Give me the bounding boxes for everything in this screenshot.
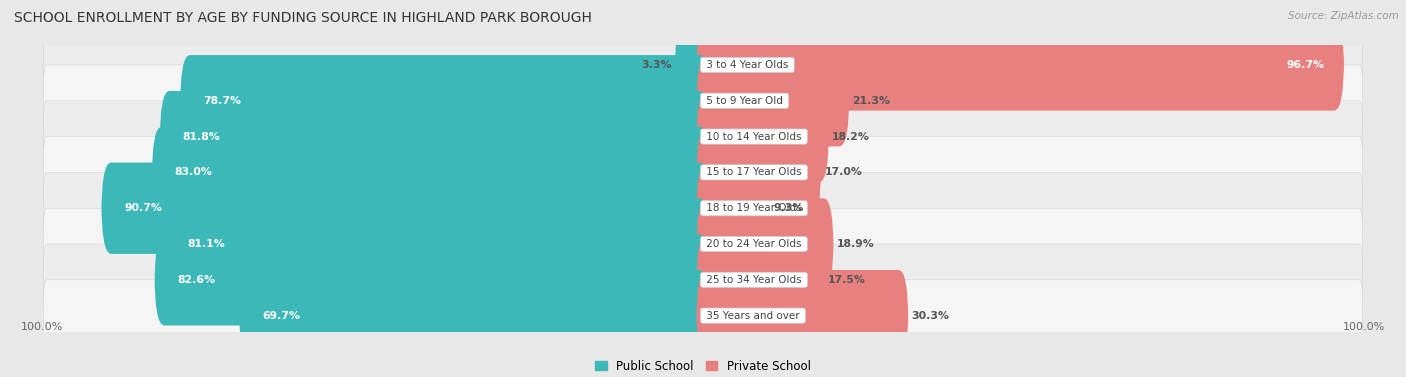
Text: 21.3%: 21.3% <box>852 96 890 106</box>
FancyBboxPatch shape <box>44 65 1362 136</box>
FancyBboxPatch shape <box>696 162 770 254</box>
Text: 18 to 19 Year Olds: 18 to 19 Year Olds <box>703 203 804 213</box>
FancyBboxPatch shape <box>696 19 1344 110</box>
Text: 25 to 34 Year Olds: 25 to 34 Year Olds <box>703 275 804 285</box>
FancyBboxPatch shape <box>696 55 849 146</box>
FancyBboxPatch shape <box>696 91 830 182</box>
Text: 18.2%: 18.2% <box>832 132 870 142</box>
FancyBboxPatch shape <box>239 270 710 361</box>
Text: 78.7%: 78.7% <box>202 96 240 106</box>
Text: SCHOOL ENROLLMENT BY AGE BY FUNDING SOURCE IN HIGHLAND PARK BOROUGH: SCHOOL ENROLLMENT BY AGE BY FUNDING SOUR… <box>14 11 592 25</box>
Text: 81.1%: 81.1% <box>187 239 225 249</box>
FancyBboxPatch shape <box>165 198 710 290</box>
Text: 90.7%: 90.7% <box>124 203 162 213</box>
Text: 100.0%: 100.0% <box>1343 322 1385 332</box>
Text: 10 to 14 Year Olds: 10 to 14 Year Olds <box>703 132 804 142</box>
Text: 81.8%: 81.8% <box>183 132 221 142</box>
Text: 82.6%: 82.6% <box>177 275 215 285</box>
Text: 5 to 9 Year Old: 5 to 9 Year Old <box>703 96 786 106</box>
FancyBboxPatch shape <box>101 162 710 254</box>
Text: 17.0%: 17.0% <box>824 167 862 178</box>
FancyBboxPatch shape <box>696 234 824 325</box>
Text: 18.9%: 18.9% <box>837 239 875 249</box>
Text: 9.3%: 9.3% <box>773 203 804 213</box>
FancyBboxPatch shape <box>152 127 710 218</box>
FancyBboxPatch shape <box>44 136 1362 208</box>
Text: 20 to 24 Year Olds: 20 to 24 Year Olds <box>703 239 804 249</box>
Legend: Public School, Private School: Public School, Private School <box>591 355 815 377</box>
FancyBboxPatch shape <box>180 55 710 146</box>
FancyBboxPatch shape <box>44 101 1362 172</box>
FancyBboxPatch shape <box>160 91 710 182</box>
FancyBboxPatch shape <box>675 19 710 110</box>
Text: 15 to 17 Year Olds: 15 to 17 Year Olds <box>703 167 804 178</box>
FancyBboxPatch shape <box>696 198 834 290</box>
FancyBboxPatch shape <box>696 127 821 218</box>
Text: 17.5%: 17.5% <box>828 275 866 285</box>
Text: 30.3%: 30.3% <box>911 311 949 321</box>
FancyBboxPatch shape <box>155 234 710 325</box>
Text: 69.7%: 69.7% <box>262 311 299 321</box>
FancyBboxPatch shape <box>44 29 1362 101</box>
Text: Source: ZipAtlas.com: Source: ZipAtlas.com <box>1288 11 1399 21</box>
Text: 3 to 4 Year Olds: 3 to 4 Year Olds <box>703 60 792 70</box>
FancyBboxPatch shape <box>44 172 1362 244</box>
Text: 3.3%: 3.3% <box>641 60 672 70</box>
Text: 83.0%: 83.0% <box>174 167 212 178</box>
FancyBboxPatch shape <box>44 280 1362 351</box>
FancyBboxPatch shape <box>44 244 1362 316</box>
FancyBboxPatch shape <box>44 208 1362 280</box>
Text: 100.0%: 100.0% <box>21 322 63 332</box>
Text: 96.7%: 96.7% <box>1286 60 1324 70</box>
Text: 35 Years and over: 35 Years and over <box>703 311 803 321</box>
FancyBboxPatch shape <box>696 270 908 361</box>
